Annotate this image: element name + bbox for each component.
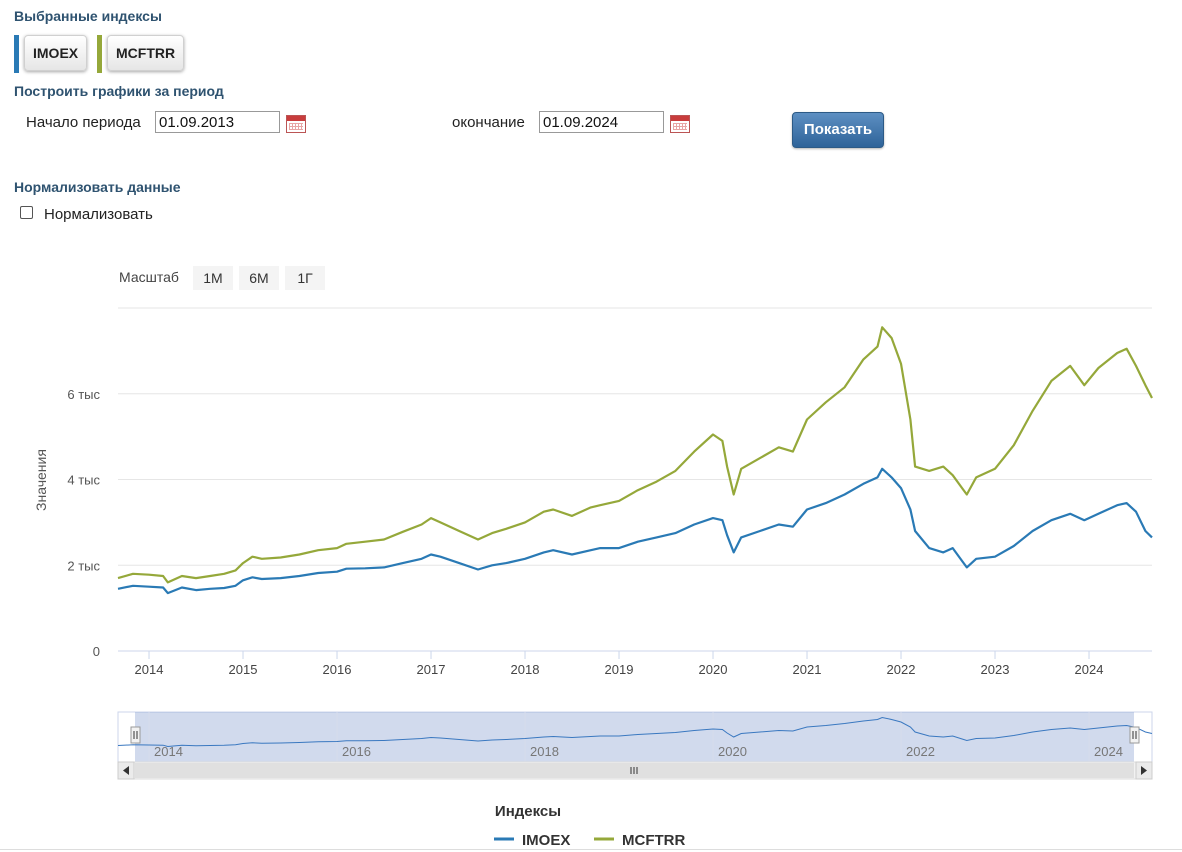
chart-gridlines <box>118 307 1152 566</box>
navigator-background <box>117 711 1153 763</box>
y-tick-label: 0 <box>93 644 100 659</box>
scrollbar <box>117 761 1153 780</box>
navigator-tick-label: 2014 <box>154 744 183 759</box>
show-button[interactable]: Показать <box>792 112 884 148</box>
legend-item-mcftrr: MCFTRR <box>594 832 685 849</box>
x-tick-label: 2020 <box>699 662 728 677</box>
x-tick-label: 2016 <box>323 662 352 677</box>
x-tick-label: 2018 <box>511 662 540 677</box>
normalize-title: Нормализовать данные <box>14 179 181 195</box>
x-tick-label: 2015 <box>229 662 258 677</box>
navigator-tick-label: 2020 <box>718 744 747 759</box>
y-axis-label: Значения <box>33 449 49 511</box>
x-tick-label: 2024 <box>1075 662 1104 677</box>
x-tick-label: 2023 <box>981 662 1010 677</box>
navigator-series <box>117 716 1153 748</box>
y-tick-label: 2 тыс <box>67 558 100 573</box>
x-tick-label: 2022 <box>887 662 916 677</box>
y-tick-label: 4 тыс <box>67 473 100 488</box>
scrollbar-grip-icon <box>630 767 638 774</box>
navigator-grid: 2014 2016 2018 2020 2022 2024 <box>148 712 1123 762</box>
zoom-1m-button[interactable]: 1М <box>193 266 233 290</box>
end-date-label: окончание <box>452 114 525 131</box>
x-axis-ticks: 2014 2015 2016 2017 2018 2019 2020 2021 2022 2023… <box>135 651 1104 677</box>
y-tick-label: 6 тыс <box>67 387 100 402</box>
index-button-imoex[interactable]: IMOEX <box>24 35 88 71</box>
series-line-mcftrr <box>117 326 1153 584</box>
x-tick-label: 2019 <box>605 662 634 677</box>
navigator-right-handle <box>1129 726 1140 744</box>
navigator-series-line <box>117 716 1153 748</box>
x-tick-label: 2014 <box>135 662 164 677</box>
end-date-input[interactable] <box>539 111 664 133</box>
bottom-divider <box>0 849 1182 850</box>
start-date-label: Начало периода <box>26 114 141 131</box>
index-button-mcftrr[interactable]: MCFTRR <box>107 35 185 71</box>
navigator-left-handle <box>130 726 141 744</box>
series-line-imoex <box>117 467 1153 595</box>
legend-title: Индексы <box>495 803 561 820</box>
zoom-label: Масштаб <box>119 269 179 285</box>
navigator: 2014 2016 2018 2020 2022 2024 <box>117 711 1153 763</box>
normalize-checkbox[interactable] <box>20 206 33 219</box>
scroll-right-arrow-icon <box>1141 766 1147 775</box>
zoom-1y-button[interactable]: 1Г <box>285 266 325 290</box>
selected-indexes-title: Выбранные индексы <box>14 8 162 24</box>
y-axis-ticks: 0 2 тыс 4 тыс 6 тыс <box>67 387 100 659</box>
legend-label-mcftrr: MCFTRR <box>622 832 685 849</box>
index-color-bar-mcftrr <box>97 35 102 73</box>
scroll-left-arrow-icon <box>123 766 129 775</box>
x-tick-label: 2021 <box>793 662 822 677</box>
legend-label-imoex: IMOEX <box>522 832 570 849</box>
navigator-tick-label: 2018 <box>530 744 559 759</box>
navigator-tick-label: 2022 <box>906 744 935 759</box>
navigator-selection <box>135 712 1134 762</box>
chart-series <box>117 326 1153 595</box>
start-date-input[interactable] <box>155 111 280 133</box>
start-calendar-icon[interactable] <box>286 115 306 133</box>
end-calendar-icon[interactable] <box>670 115 690 133</box>
zoom-6m-button[interactable]: 6М <box>239 266 279 290</box>
x-tick-label: 2017 <box>417 662 446 677</box>
normalize-checkbox-label[interactable]: Нормализовать <box>44 206 153 223</box>
legend-item-imoex: IMOEX <box>494 832 570 849</box>
index-color-bar-imoex <box>14 35 19 73</box>
period-title: Построить графики за период <box>14 83 224 99</box>
navigator-tick-label: 2024 <box>1094 744 1123 759</box>
navigator-tick-label: 2016 <box>342 744 371 759</box>
